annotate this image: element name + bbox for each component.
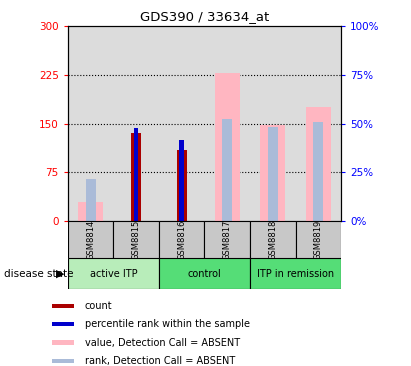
Text: value, Detection Call = ABSENT: value, Detection Call = ABSENT: [85, 337, 240, 348]
Bar: [296, 221, 341, 258]
Text: control: control: [187, 269, 222, 279]
Bar: [134, 128, 139, 221]
Bar: [205, 221, 250, 258]
Bar: [177, 150, 187, 221]
Bar: [159, 258, 250, 289]
Title: GDS390 / 33634_at: GDS390 / 33634_at: [140, 10, 269, 23]
Bar: [52, 340, 74, 345]
Bar: [215, 72, 240, 221]
Bar: [52, 322, 74, 326]
Bar: [159, 221, 205, 258]
Text: ITP in remission: ITP in remission: [257, 269, 334, 279]
Bar: [68, 258, 159, 289]
Bar: [313, 122, 323, 221]
Text: GSM8817: GSM8817: [223, 220, 232, 260]
Bar: [78, 202, 103, 221]
Text: active ITP: active ITP: [90, 269, 137, 279]
Text: disease state: disease state: [4, 269, 74, 279]
Text: GSM8819: GSM8819: [314, 220, 323, 260]
Text: ▶: ▶: [55, 269, 64, 279]
Bar: [180, 140, 184, 221]
Bar: [268, 127, 278, 221]
Text: rank, Detection Call = ABSENT: rank, Detection Call = ABSENT: [85, 356, 235, 366]
Bar: [52, 359, 74, 363]
Text: GSM8814: GSM8814: [86, 220, 95, 260]
Bar: [68, 26, 113, 221]
Text: GSM8818: GSM8818: [268, 220, 277, 260]
Bar: [113, 26, 159, 221]
Bar: [131, 133, 141, 221]
Text: percentile rank within the sample: percentile rank within the sample: [85, 319, 249, 329]
Text: GSM8816: GSM8816: [177, 220, 186, 260]
Bar: [222, 119, 232, 221]
Bar: [85, 179, 96, 221]
Bar: [68, 221, 113, 258]
Bar: [296, 26, 341, 221]
Text: count: count: [85, 301, 112, 311]
Bar: [250, 258, 341, 289]
Bar: [250, 221, 296, 258]
Text: GSM8815: GSM8815: [132, 220, 141, 260]
Bar: [205, 26, 250, 221]
Bar: [52, 304, 74, 308]
Bar: [113, 221, 159, 258]
Bar: [260, 125, 285, 221]
Bar: [306, 107, 331, 221]
Bar: [250, 26, 296, 221]
Bar: [159, 26, 205, 221]
